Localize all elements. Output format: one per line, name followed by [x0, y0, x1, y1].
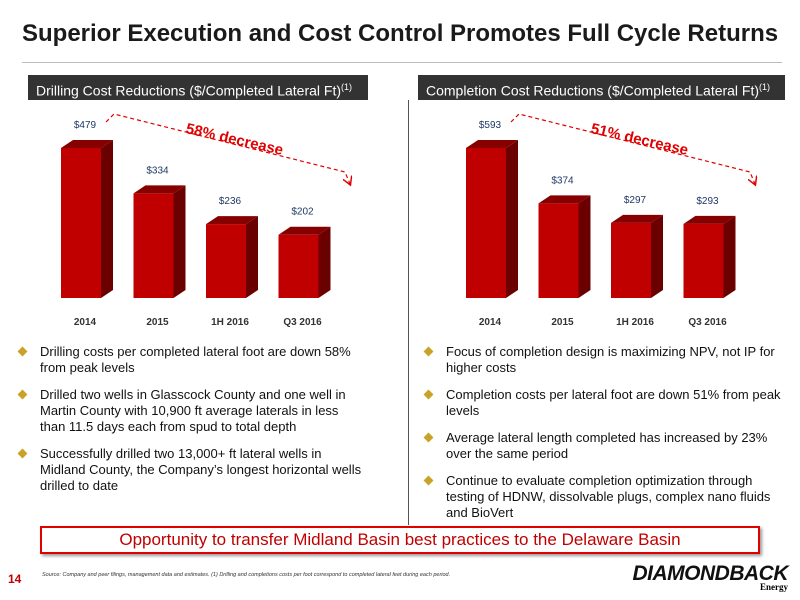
footnote-mark: (1)	[341, 82, 353, 92]
bar-side	[101, 140, 113, 298]
value-label: $479	[74, 120, 97, 131]
bar-top	[133, 185, 186, 194]
bullet: Successfully drilled two 13,000+ ft late…	[14, 446, 364, 494]
bar-side	[318, 226, 331, 298]
bar	[61, 148, 101, 298]
chart-header: Drilling Cost Reductions ($/Completed La…	[28, 75, 368, 100]
bullet: Drilled two wells in Glasscock County an…	[14, 387, 364, 435]
value-label: $202	[291, 207, 314, 218]
bar-side	[173, 185, 186, 298]
page-number: 14	[8, 572, 22, 586]
bar	[278, 234, 319, 298]
bar	[206, 224, 246, 298]
bar-top	[683, 215, 736, 224]
value-label: $334	[146, 165, 169, 176]
value-label: $293	[696, 196, 719, 207]
x-tick-label: 1H 2016	[211, 317, 249, 328]
divider	[408, 100, 409, 525]
x-tick-label: 2015	[551, 317, 574, 328]
bar-top	[206, 216, 258, 225]
bar	[133, 193, 174, 298]
bar-side	[506, 140, 518, 298]
bar	[466, 148, 506, 298]
callout: Opportunity to transfer Midland Basin be…	[40, 526, 760, 554]
bar-side	[651, 214, 663, 298]
slide-title: Superior Execution and Cost Control Prom…	[22, 20, 779, 47]
value-label: $374	[551, 175, 574, 186]
bullet: Completion costs per lateral foot are do…	[420, 387, 782, 419]
x-tick-label: 2015	[146, 317, 169, 328]
chart-title: Completion Cost Reductions ($/Completed …	[426, 82, 760, 99]
bar-top	[278, 226, 331, 235]
trend-arrow	[105, 113, 350, 184]
x-tick-label: Q3 2016	[688, 317, 727, 328]
bullet: Continue to evaluate completion optimiza…	[420, 473, 782, 521]
bar	[683, 223, 724, 298]
logo: DIAMONDBACK Energy	[633, 562, 789, 592]
x-tick-label: 2014	[74, 317, 97, 328]
bar	[611, 222, 651, 298]
footnote-mark: (1)	[759, 82, 771, 92]
value-label: $236	[219, 196, 242, 207]
bullet: Focus of completion design is maximizing…	[420, 344, 782, 376]
bullet: Drilling costs per completed lateral foo…	[14, 344, 364, 376]
title-rule	[22, 62, 782, 63]
value-label: $593	[479, 120, 502, 131]
bar-top	[538, 195, 591, 204]
source-note: Source: Company and peer filings, manage…	[42, 572, 451, 578]
x-tick-label: 2014	[479, 317, 502, 328]
bar-side	[246, 216, 258, 298]
bullet: Average lateral length completed has inc…	[420, 430, 782, 462]
trend-arrow	[510, 113, 755, 184]
chart: $479 2014 $334 2015 $236 1H 2016 $202 Q3 2016 58…	[61, 113, 400, 328]
value-label: $297	[624, 195, 647, 206]
chart: $593 2014 $374 2015 $297 1H 2016 $293 Q3 2016 51…	[466, 113, 800, 328]
bar-top	[466, 140, 518, 148]
annotation: 58% decrease	[184, 120, 285, 159]
chart-header: Completion Cost Reductions ($/Completed …	[418, 75, 785, 100]
bar	[538, 203, 579, 298]
x-tick-label: 1H 2016	[616, 317, 654, 328]
bar-side	[578, 195, 591, 298]
bullet-list: Focus of completion design is maximizing…	[420, 344, 782, 532]
logo-name: DIAMONDBACK	[632, 562, 789, 585]
bar-side	[723, 215, 736, 298]
chart-title: Drilling Cost Reductions ($/Completed La…	[36, 82, 342, 99]
annotation: 51% decrease	[589, 120, 690, 159]
bullet-list: Drilling costs per completed lateral foo…	[14, 344, 364, 505]
bar-top	[611, 214, 663, 223]
bar-top	[61, 140, 113, 148]
logo-sub: Energy	[760, 582, 788, 592]
x-tick-label: Q3 2016	[283, 317, 322, 328]
